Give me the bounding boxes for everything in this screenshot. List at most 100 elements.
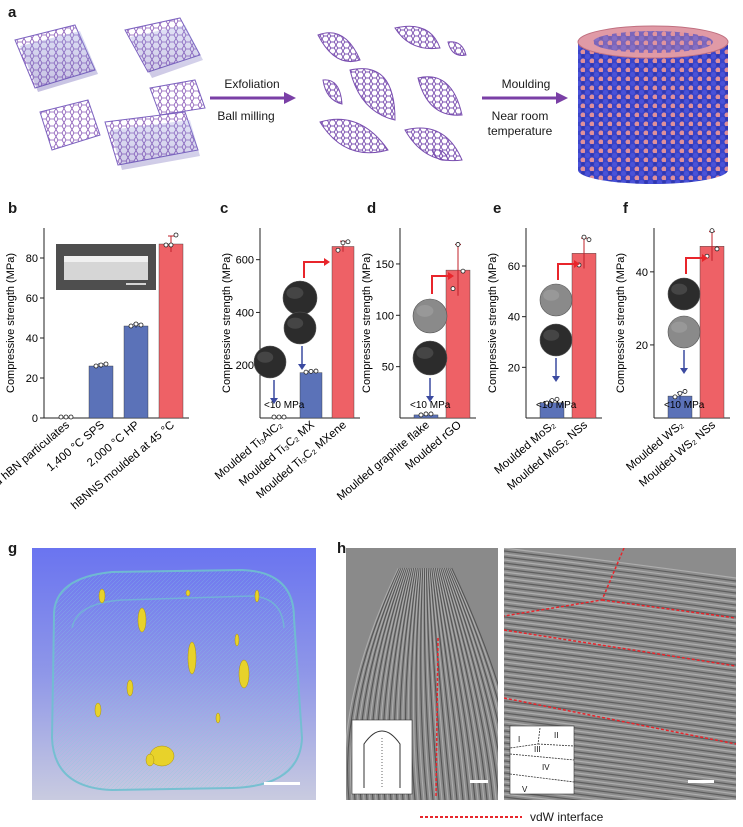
bar-1 bbox=[699, 246, 725, 419]
data-point bbox=[340, 240, 346, 246]
lattice-fringe bbox=[504, 697, 736, 729]
data-point bbox=[682, 389, 688, 394]
lattice-fringe bbox=[432, 567, 461, 800]
lattice-fringe bbox=[504, 709, 736, 741]
defect-clusters bbox=[94, 588, 260, 767]
lattice-fringe bbox=[504, 682, 736, 714]
data-point bbox=[281, 414, 287, 420]
pellet-photo-ws2-ns bbox=[667, 277, 701, 311]
data-point bbox=[345, 239, 351, 245]
lattice-fringe bbox=[504, 583, 736, 615]
bar-2 bbox=[331, 246, 355, 419]
lattice-fringe bbox=[504, 649, 736, 681]
arrow2-label-top: Moulding bbox=[502, 77, 551, 91]
lattice-fringe bbox=[504, 694, 736, 726]
lattice-fringe bbox=[428, 567, 449, 800]
data-point bbox=[93, 363, 99, 369]
lattice-fringe bbox=[504, 715, 736, 747]
bar-3 bbox=[158, 243, 184, 419]
y-axis-label: Compressive strength (MPa) bbox=[361, 253, 373, 393]
inset-region-label: V bbox=[522, 785, 528, 794]
panel-a-schematic: Exfoliation Ball milling Moulding Near r… bbox=[14, 17, 729, 184]
stacked-particulates-illustration bbox=[14, 17, 206, 170]
lattice-fringe bbox=[504, 568, 736, 600]
lattice-fringe bbox=[433, 567, 464, 800]
y-axis-label: Compressive strength (MPa) bbox=[487, 253, 499, 393]
scale-bar-h-right bbox=[688, 780, 714, 783]
lattice-fringe bbox=[446, 567, 498, 738]
scale-bar-g bbox=[264, 782, 300, 785]
lattice-fringe bbox=[448, 567, 498, 714]
vdw-interface-line-3 bbox=[504, 697, 736, 745]
red-arrow-c bbox=[303, 261, 324, 278]
lattice-fringe bbox=[412, 567, 421, 800]
panel-label-f: f bbox=[623, 200, 628, 217]
lattice-fringe bbox=[504, 691, 736, 723]
data-point bbox=[554, 396, 560, 402]
lattice-fringe bbox=[504, 712, 736, 744]
lattice-fringe bbox=[427, 567, 446, 800]
lattice-fringe bbox=[437, 567, 479, 800]
lattice-fringe bbox=[504, 616, 736, 648]
y-tick-label: 200 bbox=[236, 360, 254, 372]
lattice-fringe bbox=[415, 567, 422, 800]
category-label-1: Moulded rGO bbox=[403, 419, 464, 473]
lattice-fringe bbox=[504, 601, 736, 633]
legend-vdw-interface: vdW interface bbox=[530, 810, 604, 824]
lattice-fringe bbox=[436, 567, 476, 800]
arrow-down-c1-head bbox=[270, 398, 278, 404]
lattice-fringe bbox=[435, 567, 473, 800]
lattice-fringe bbox=[504, 637, 736, 669]
lattice-fringe bbox=[426, 567, 443, 800]
lattice-fringe bbox=[504, 625, 736, 657]
data-point bbox=[544, 400, 550, 406]
data-point bbox=[58, 414, 64, 420]
lattice-fringe bbox=[504, 793, 558, 800]
panel-g-3d-render bbox=[32, 548, 316, 800]
data-point bbox=[672, 394, 678, 400]
lattice-fringe bbox=[445, 567, 498, 753]
red-arrow-e-head bbox=[574, 260, 580, 268]
bar-1 bbox=[88, 365, 114, 419]
lattice-fringe bbox=[504, 721, 736, 753]
data-point bbox=[450, 286, 456, 292]
data-point bbox=[63, 414, 69, 420]
lattice-fringe bbox=[504, 595, 736, 627]
tem-image-right: I II III IV V bbox=[504, 548, 736, 800]
lattice-fringe bbox=[504, 565, 736, 597]
lattice-fringe bbox=[504, 673, 736, 705]
lattice-fringe bbox=[504, 676, 736, 708]
y-axis-label: Compressive strength (MPa) bbox=[221, 253, 233, 393]
lattice-fringe bbox=[444, 567, 498, 772]
arrow-down-e-head bbox=[552, 376, 560, 382]
y-tick-label: 0 bbox=[32, 413, 38, 425]
data-point bbox=[271, 414, 277, 420]
pellet-photo-graphite bbox=[412, 298, 448, 334]
data-point bbox=[418, 412, 424, 418]
exfoliated-nanosheets-illustration bbox=[317, 25, 467, 162]
pellet-photo-mos2-ns bbox=[539, 283, 573, 317]
pellet-photo-rgo bbox=[412, 340, 448, 376]
panel-label-c: c bbox=[220, 200, 229, 217]
bar-2 bbox=[123, 325, 149, 419]
y-tick-label: 20 bbox=[636, 340, 648, 352]
data-point bbox=[133, 321, 139, 327]
y-tick-label: 80 bbox=[26, 253, 38, 265]
lattice-fringe bbox=[434, 567, 470, 800]
lattice-fringe bbox=[504, 610, 736, 642]
lattice-fringe bbox=[420, 567, 428, 800]
lattice-fringe bbox=[504, 706, 736, 738]
data-point bbox=[709, 228, 715, 234]
arrow-down-d-head bbox=[426, 396, 434, 402]
scale-bar-h-left bbox=[470, 780, 488, 783]
panel-label-d: d bbox=[367, 200, 377, 217]
lattice-fringe bbox=[504, 580, 736, 612]
lattice-fringe bbox=[451, 567, 498, 687]
lattice-fringe bbox=[504, 640, 736, 672]
lattice-fringe bbox=[423, 567, 434, 800]
y-tick-label: 40 bbox=[636, 267, 648, 279]
lattice-fringe bbox=[504, 574, 736, 606]
lattice-fringe bbox=[449, 567, 498, 704]
annotation-below-10mpa: <10 MPa bbox=[664, 400, 705, 411]
lattice-fringe bbox=[504, 550, 736, 582]
